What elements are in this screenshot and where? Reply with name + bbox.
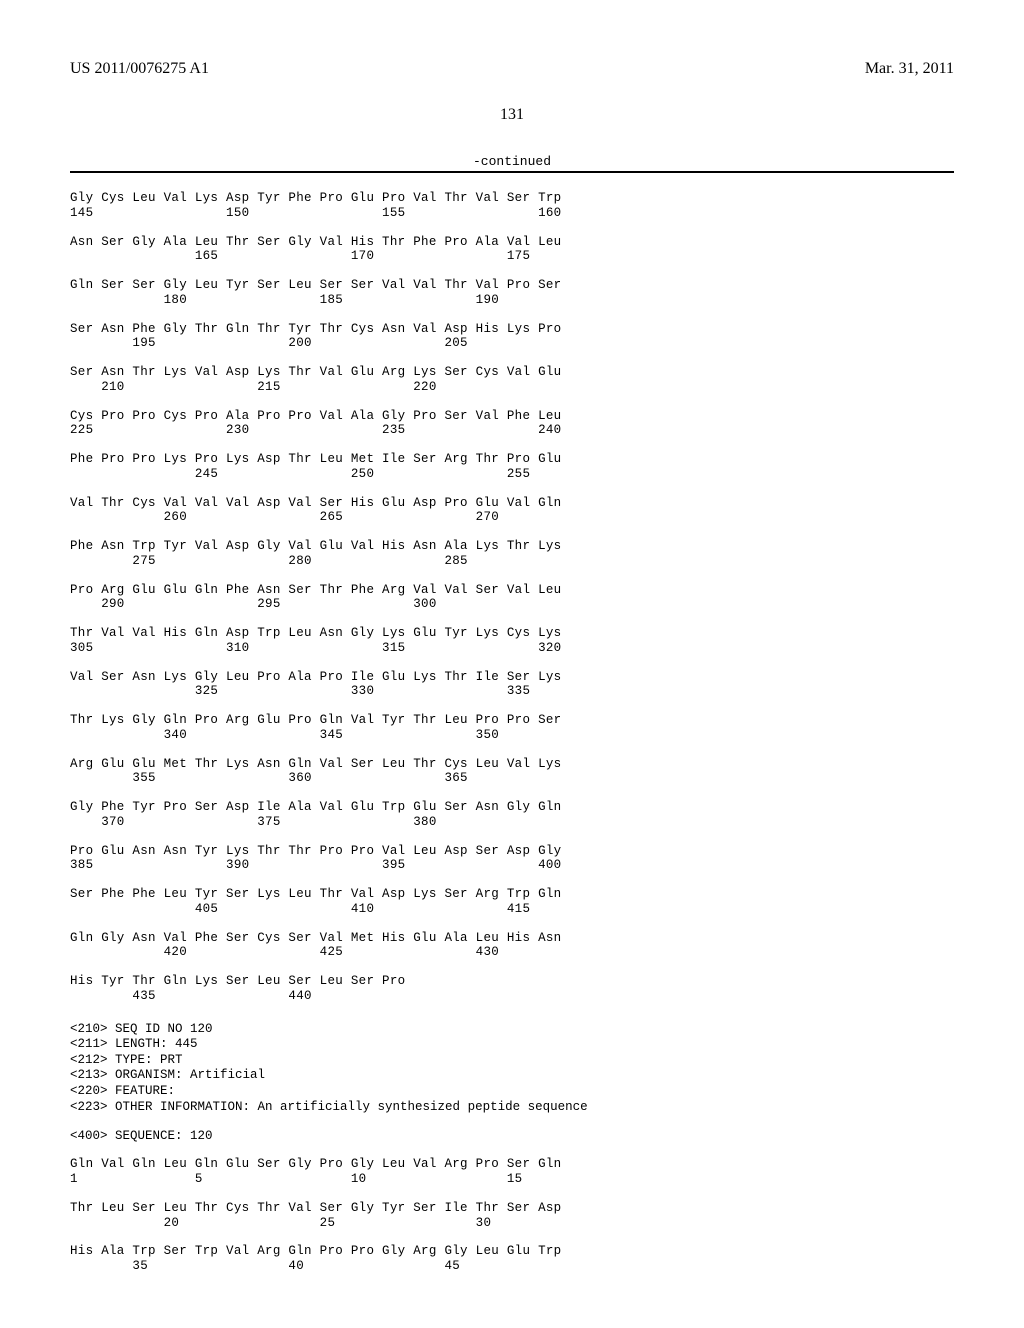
sequence-row: Gln Ser Ser Gly Leu Tyr Ser Leu Ser Ser …	[70, 278, 954, 308]
sequence-row: Ser Asn Phe Gly Thr Gln Thr Tyr Thr Cys …	[70, 322, 954, 352]
sequence-row: Gly Phe Tyr Pro Ser Asp Ile Ala Val Glu …	[70, 800, 954, 830]
page-number: 131	[70, 106, 954, 124]
sequence-row: Phe Asn Trp Tyr Val Asp Gly Val Glu Val …	[70, 539, 954, 569]
sequence-row: Pro Arg Glu Glu Gln Phe Asn Ser Thr Phe …	[70, 583, 954, 613]
patent-page: US 2011/0076275 A1 Mar. 31, 2011 131 -co…	[0, 0, 1024, 1328]
divider-rule	[70, 171, 954, 173]
continued-label: -continued	[70, 154, 954, 169]
sequence-row: Val Ser Asn Lys Gly Leu Pro Ala Pro Ile …	[70, 670, 954, 700]
sequence-listing-119: Gly Cys Leu Val Lys Asp Tyr Phe Pro Glu …	[70, 191, 954, 1004]
sequence-row: Gln Val Gln Leu Gln Glu Ser Gly Pro Gly …	[70, 1157, 954, 1187]
sequence-row: Asn Ser Gly Ala Leu Thr Ser Gly Val His …	[70, 235, 954, 265]
sequence-row: His Tyr Thr Gln Lys Ser Leu Ser Leu Ser …	[70, 974, 954, 1004]
sequence-row: Pro Glu Asn Asn Tyr Lys Thr Thr Pro Pro …	[70, 844, 954, 874]
publication-number: US 2011/0076275 A1	[70, 60, 209, 78]
sequence-row: Phe Pro Pro Lys Pro Lys Asp Thr Leu Met …	[70, 452, 954, 482]
seq-400-label: <400> SEQUENCE: 120	[70, 1129, 954, 1143]
sequence-row: His Ala Trp Ser Trp Val Arg Gln Pro Pro …	[70, 1244, 954, 1274]
sequence-row: Arg Glu Glu Met Thr Lys Asn Gln Val Ser …	[70, 757, 954, 787]
sequence-row: Gly Cys Leu Val Lys Asp Tyr Phe Pro Glu …	[70, 191, 954, 221]
sequence-row: Gln Gly Asn Val Phe Ser Cys Ser Val Met …	[70, 931, 954, 961]
sequence-row: Ser Phe Phe Leu Tyr Ser Lys Leu Thr Val …	[70, 887, 954, 917]
seq-meta-120: <210> SEQ ID NO 120 <211> LENGTH: 445 <2…	[70, 1022, 954, 1116]
sequence-row: Val Thr Cys Val Val Val Asp Val Ser His …	[70, 496, 954, 526]
sequence-row: Thr Lys Gly Gln Pro Arg Glu Pro Gln Val …	[70, 713, 954, 743]
sequence-row: Cys Pro Pro Cys Pro Ala Pro Pro Val Ala …	[70, 409, 954, 439]
sequence-row: Thr Val Val His Gln Asp Trp Leu Asn Gly …	[70, 626, 954, 656]
sequence-listing-120: Gln Val Gln Leu Gln Glu Ser Gly Pro Gly …	[70, 1157, 954, 1274]
sequence-row: Thr Leu Ser Leu Thr Cys Thr Val Ser Gly …	[70, 1201, 954, 1231]
sequence-row: Ser Asn Thr Lys Val Asp Lys Thr Val Glu …	[70, 365, 954, 395]
publication-date: Mar. 31, 2011	[865, 60, 954, 78]
page-header: US 2011/0076275 A1 Mar. 31, 2011	[70, 60, 954, 78]
